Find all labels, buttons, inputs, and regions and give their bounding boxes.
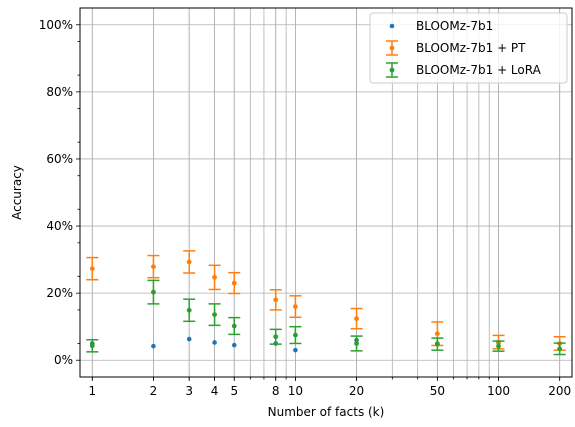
- legend: BLOOMz-7b1 BLOOMz-7b1 + PT BLOOMz-7b1 + Lo…: [369, 12, 568, 84]
- series-2: [86, 250, 566, 351]
- x-tick-label: 10: [288, 384, 303, 398]
- legend-label: BLOOMz-7b1: [416, 19, 493, 33]
- y-tick-label: 40%: [46, 219, 73, 233]
- data-point: [186, 259, 192, 265]
- legend-label: BLOOMz-7b1 + PT: [416, 41, 526, 55]
- x-tick-label: 8: [272, 384, 280, 398]
- data-point: [273, 334, 279, 340]
- series-layer: [86, 250, 566, 356]
- y-tick-label: 60%: [46, 152, 73, 166]
- x-axis-label: Number of facts (k): [268, 405, 385, 419]
- x-tick-label: 5: [230, 384, 238, 398]
- data-point: [212, 340, 217, 345]
- y-tick-label: 80%: [46, 85, 73, 99]
- legend-marker: [389, 67, 395, 73]
- y-tick-label: 20%: [46, 286, 73, 300]
- data-point: [557, 346, 563, 352]
- x-tick-label: 1: [88, 384, 96, 398]
- y-axis-label: Accuracy: [10, 165, 24, 220]
- data-point: [231, 280, 237, 286]
- x-tick-label: 200: [548, 384, 571, 398]
- legend-item: BLOOMz-7b1 + PT: [386, 40, 526, 56]
- data-point: [186, 307, 192, 313]
- x-tick-label: 100: [487, 384, 510, 398]
- data-point: [231, 323, 237, 329]
- data-point: [293, 304, 298, 309]
- legend-box: [369, 12, 568, 84]
- x-tick-label: 20: [349, 384, 364, 398]
- data-point: [151, 264, 156, 270]
- series-1: [89, 336, 562, 353]
- data-point: [434, 341, 440, 347]
- data-point: [151, 289, 156, 295]
- x-tick-label: 2: [150, 384, 158, 398]
- data-point: [354, 341, 359, 346]
- legend-marker: [389, 23, 395, 29]
- data-point: [434, 331, 440, 337]
- y-tick-label: 100%: [39, 18, 73, 32]
- series-3: [86, 279, 566, 356]
- legend-marker: [389, 45, 395, 51]
- data-point: [212, 312, 217, 318]
- data-point: [354, 316, 359, 322]
- data-point: [293, 347, 298, 353]
- x-tick-label: 4: [211, 384, 219, 398]
- legend-item: BLOOMz-7b1: [389, 19, 493, 33]
- data-point: [151, 343, 156, 349]
- data-point: [89, 343, 95, 349]
- x-tick-label: 50: [430, 384, 445, 398]
- data-point: [293, 332, 298, 338]
- data-point: [273, 297, 279, 303]
- y-tick-label: 0%: [54, 353, 73, 367]
- x-tick-label: 3: [185, 384, 193, 398]
- legend-label: BLOOMz-7b1 + LoRA: [416, 63, 542, 77]
- data-point: [89, 266, 95, 272]
- legend-item: BLOOMz-7b1 + LoRA: [386, 62, 542, 78]
- plot-frame: [79, 7, 573, 378]
- data-point: [212, 274, 217, 280]
- data-point: [496, 343, 501, 349]
- data-point: [186, 336, 192, 342]
- data-point: [231, 342, 237, 348]
- axis-ticks: 1 2 3 4 5 8 10 20 50 100 200 0% 20% 40% 60% 80% 100%: [39, 18, 571, 398]
